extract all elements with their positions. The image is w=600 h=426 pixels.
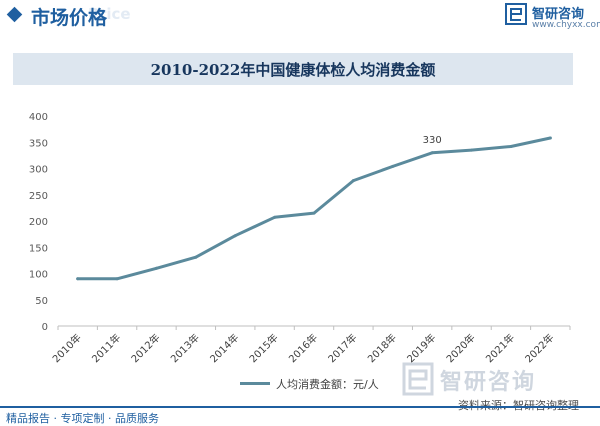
- x-tick-label: 2013年: [168, 331, 202, 365]
- x-tick-label: 2019年: [404, 331, 438, 365]
- x-tick-label: 2011年: [89, 331, 123, 365]
- x-tick-label: 2010年: [50, 331, 84, 365]
- x-tick-label: 2018年: [365, 331, 399, 365]
- x-tick-label: 2014年: [207, 331, 241, 365]
- watermark-text: 智研咨询: [440, 370, 537, 395]
- y-tick-label: 350: [29, 138, 48, 149]
- data-point: [470, 148, 474, 152]
- series-line: [76, 136, 552, 281]
- footer-slogan: 精品报告 · 专项定制 · 品质服务: [6, 412, 159, 425]
- data-point: [273, 215, 277, 219]
- y-tick-label: 400: [29, 112, 48, 123]
- chart-title-box: 2010-2022年中国健康体检人均消费金额: [13, 53, 573, 85]
- data-point: [233, 234, 237, 238]
- x-tick-label: 2017年: [325, 331, 359, 365]
- data-point: [430, 151, 434, 155]
- source-note: 资料来源：智研咨询整理: [458, 397, 579, 413]
- chart-title: 2010-2022年中国健康体检人均消费金额: [150, 61, 436, 79]
- data-point: [312, 211, 316, 215]
- x-tick-label: 2020年: [443, 331, 477, 365]
- y-tick-label: 100: [29, 270, 48, 281]
- data-point: [154, 266, 158, 270]
- y-tick-label: 0: [42, 322, 48, 333]
- data-point: [194, 255, 198, 259]
- data-point: [548, 136, 552, 140]
- y-tick-label: 150: [29, 243, 48, 254]
- brand-watermark: 智研咨询: [402, 362, 592, 396]
- legend-label: 人均消费金额：元/人: [276, 378, 379, 391]
- data-label: 330: [423, 135, 442, 146]
- section-header: Price 市场价格 智研咨询 www.chyxx.com: [0, 0, 600, 34]
- watermark-logo-icon: [402, 362, 434, 396]
- data-point: [509, 144, 513, 148]
- diamond-icon: [6, 6, 23, 23]
- data-point: [115, 277, 119, 281]
- data-point: [391, 164, 395, 168]
- data-point: [76, 277, 80, 281]
- legend-swatch: [240, 382, 270, 385]
- brand-url: www.chyxx.com: [532, 20, 600, 30]
- x-tick-label: 2012年: [128, 331, 162, 365]
- x-tick-label: 2021年: [483, 331, 517, 365]
- y-tick-label: 200: [29, 217, 48, 228]
- y-tick-label: 250: [29, 191, 48, 202]
- x-tick-label: 2016年: [286, 331, 320, 365]
- footer-divider: [0, 406, 600, 408]
- y-tick-label: 300: [29, 165, 48, 176]
- x-tick-label: 2022年: [522, 331, 556, 365]
- x-tick-label: 2015年: [246, 331, 280, 365]
- y-tick-label: 50: [35, 296, 48, 307]
- header-ghost-text: Price: [88, 5, 131, 23]
- data-point: [351, 179, 355, 183]
- brand-name: 智研咨询: [532, 7, 585, 22]
- brand-logo-icon: [505, 3, 527, 25]
- section-title: 市场价格: [31, 7, 108, 29]
